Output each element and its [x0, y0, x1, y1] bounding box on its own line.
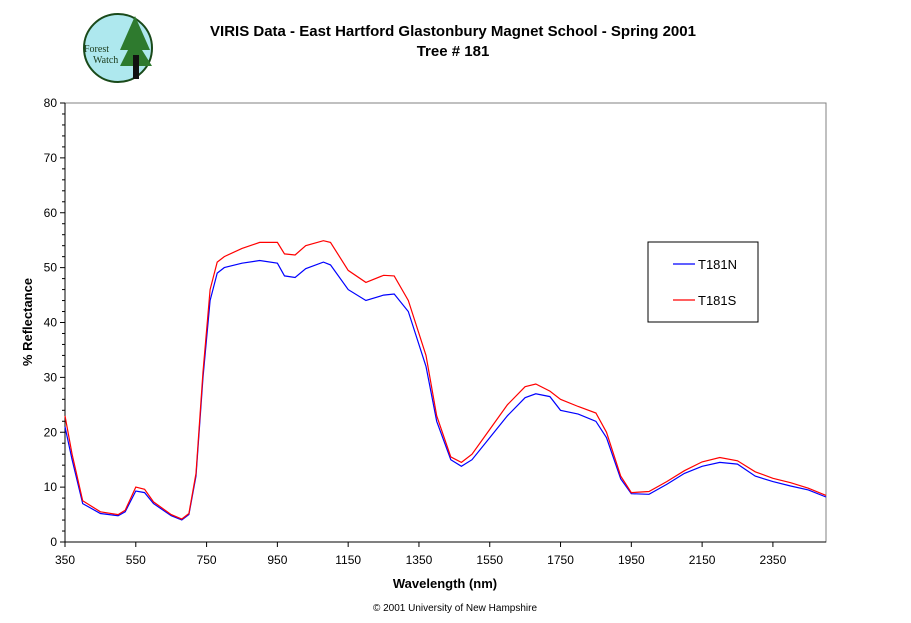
legend-label-t181n: T181N	[698, 257, 737, 272]
x-tick-label: 1750	[547, 553, 574, 567]
y-tick-label: 0	[50, 535, 57, 549]
x-tick-label: 1950	[618, 553, 645, 567]
y-tick-label: 40	[44, 316, 58, 330]
series-line-t181s	[64, 240, 827, 520]
x-tick-label: 750	[197, 553, 217, 567]
series-line-t181n	[64, 259, 827, 521]
y-axis-label: % Reflectance	[20, 278, 35, 366]
x-axis-label: Wavelength (nm)	[393, 576, 497, 591]
svg-text:Forest: Forest	[84, 44, 109, 55]
y-tick-label: 60	[44, 206, 58, 220]
x-tick-label: 950	[267, 553, 287, 567]
x-tick-label: 1550	[476, 553, 503, 567]
y-tick-label: 70	[44, 151, 58, 165]
copyright-footer: © 2001 University of New Hampshire	[373, 603, 538, 614]
x-tick-label: 2350	[760, 553, 787, 567]
x-tick-label: 550	[126, 553, 146, 567]
legend: T181N T181S	[647, 241, 759, 323]
y-tick-label: 30	[44, 370, 58, 384]
y-tick-label: 20	[44, 425, 58, 439]
y-tick-label: 10	[44, 480, 58, 494]
svg-text:Watch: Watch	[93, 55, 118, 66]
y-tick-label: 80	[44, 96, 58, 110]
y-tick-label: 50	[44, 261, 58, 275]
legend-label-t181s: T181S	[698, 293, 737, 308]
x-tick-label: 1350	[406, 553, 433, 567]
chart-subtitle: Tree # 181	[417, 43, 490, 60]
x-tick-label: 2150	[689, 553, 716, 567]
x-tick-label: 1150	[335, 553, 361, 567]
forest-watch-logo: Forest Watch	[83, 13, 153, 83]
chart-title: VIRIS Data - East Hartford Glastonbury M…	[210, 23, 696, 40]
x-tick-label: 350	[55, 553, 75, 567]
